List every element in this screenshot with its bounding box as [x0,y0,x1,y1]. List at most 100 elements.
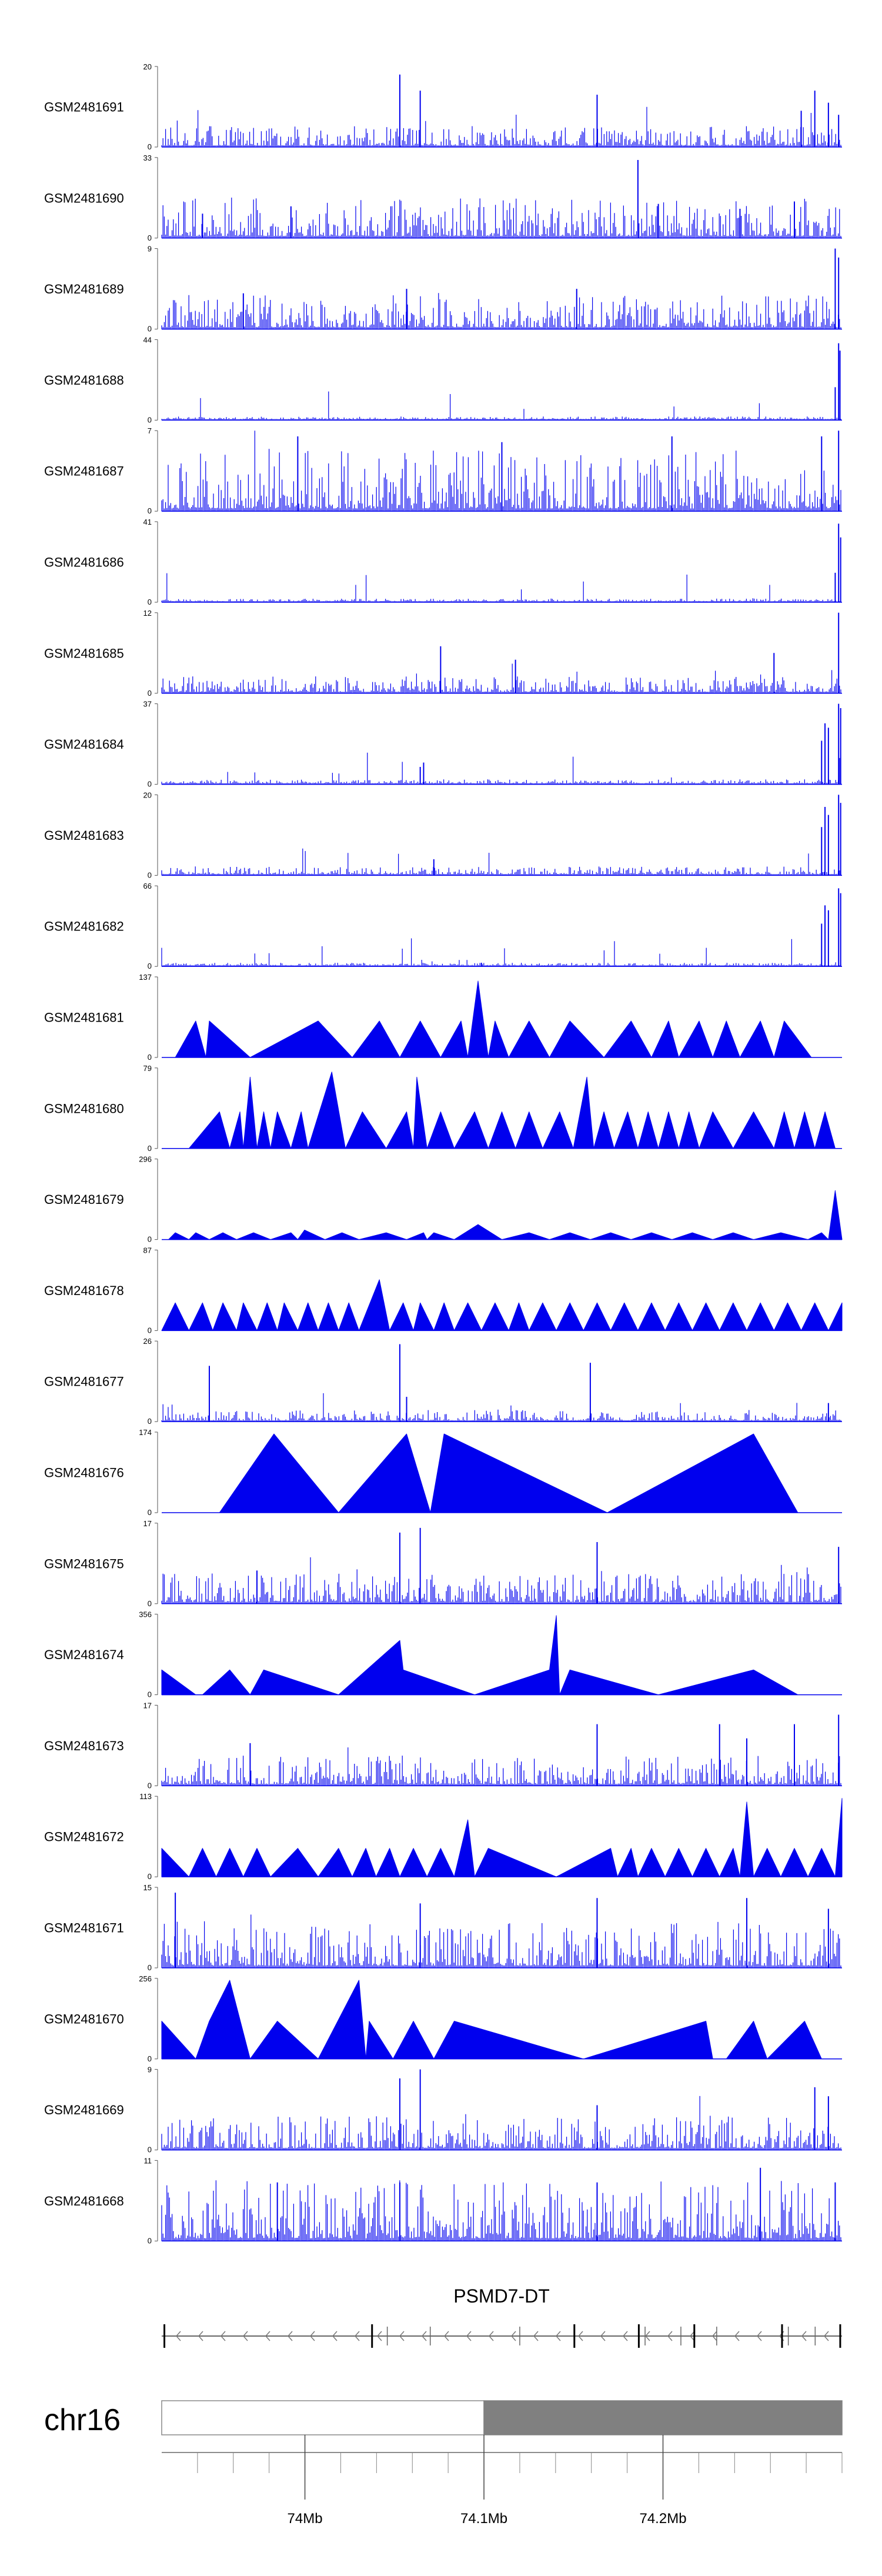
strand-arrow [824,2331,829,2341]
strand-arrow [511,2331,516,2341]
strand-arrow [734,2331,740,2341]
y-axis-min-label: 0 [148,1872,152,1881]
ideogram-band-dark [483,2400,843,2435]
coverage-area [175,980,812,1058]
coverage-track: GSM2481682 66 0 [44,882,842,970]
y-axis-min-label: 0 [148,1690,152,1699]
coverage-signal [161,1747,841,1786]
coverage-track: GSM2481670 256 0 [44,1974,842,2063]
strand-arrow [645,2331,650,2341]
strand-arrow [399,2331,405,2341]
strand-arrow [466,2331,472,2341]
coverage-area [161,1980,822,2060]
y-axis-min-label: 0 [148,598,152,606]
strand-arrow [332,2331,338,2341]
y-axis-max-label: 9 [148,245,152,253]
coverage-signal [161,1393,841,1422]
coverage-track: GSM2481689 9 0 [44,245,842,333]
coverage-track: GSM2481677 26 0 [44,1337,842,1426]
strand-arrow [600,2331,606,2341]
y-axis-min-label: 0 [148,1144,152,1153]
track-sample-label: GSM2481674 [44,1647,124,1662]
y-axis-max-label: 44 [143,335,152,344]
y-axis-min-label: 0 [148,415,152,424]
track-sample-label: GSM2481687 [44,464,124,479]
coverage-track: GSM2481673 17 0 [44,1701,842,1790]
strand-arrow [623,2331,628,2341]
y-axis-min-label: 0 [148,506,152,515]
coverage-area [161,1279,843,1331]
y-axis-min-label: 0 [148,233,152,242]
y-axis-max-label: 79 [143,1064,152,1073]
strand-arrow [310,2331,315,2341]
y-axis-max-label: 174 [139,1428,152,1437]
coverage-signal [161,431,841,512]
y-axis-min-label: 0 [148,1599,152,1608]
y-axis-min-label: 0 [148,2236,152,2245]
strand-arrow [220,2331,226,2341]
track-sample-label: GSM2481681 [44,1010,124,1025]
strand-arrow [198,2331,203,2341]
strand-arrow [712,2331,717,2341]
coordinate-tick-label: 74.2Mb [639,2511,686,2527]
strand-arrow [265,2331,270,2341]
coverage-track: GSM2481683 20 0 [44,790,842,879]
y-axis-min-label: 0 [148,1326,152,1334]
y-axis-min-label: 0 [148,780,152,789]
y-axis-min-label: 0 [148,1053,152,1062]
coordinate-tick-label: 74.1Mb [460,2511,507,2527]
strand-arrow [243,2331,248,2341]
coverage-signal [161,198,841,238]
y-axis-max-label: 66 [143,882,152,890]
coverage-track: GSM2481680 79 0 [44,1064,842,1153]
track-sample-label: GSM2481673 [44,1739,124,1753]
y-axis-max-label: 113 [139,1792,152,1801]
y-axis-max-label: 17 [143,1701,152,1710]
track-sample-label: GSM2481682 [44,919,124,934]
coverage-signal [161,848,841,876]
y-axis-max-label: 7 [148,426,152,435]
track-sample-label: GSM2481684 [44,737,124,752]
track-sample-label: GSM2481679 [44,1192,124,1207]
y-axis-min-label: 0 [148,1417,152,1426]
coverage-track: GSM2481674 356 0 [44,1610,842,1699]
strand-arrow [757,2331,762,2341]
gene-track: PSMD7-DT [162,2285,842,2348]
coverage-track: GSM2481668 11 0 [44,2156,842,2245]
coverage-signal [161,293,841,329]
coverage-track: GSM2481686 41 0 [44,518,842,606]
strand-arrow [690,2331,695,2341]
track-sample-label: GSM2481685 [44,646,124,660]
track-sample-label: GSM2481671 [44,1921,124,1936]
coverage-signal [161,106,841,147]
coverage-signal [161,663,841,693]
strand-arrow [176,2331,181,2341]
coverage-track: GSM2481688 44 0 [44,335,842,424]
y-axis-max-label: 296 [139,1155,152,1164]
coverage-track: GSM2481679 296 0 [44,1155,843,1244]
coordinate-tick-label: 74Mb [288,2511,323,2527]
y-axis-max-label: 137 [139,973,152,982]
y-axis-min-label: 0 [148,1781,152,1790]
track-sample-label: GSM2481670 [44,2011,124,2026]
coverage-track: GSM2481678 87 0 [44,1246,843,1334]
ideogram-band-light [161,2400,485,2435]
track-sample-label: GSM2481676 [44,1466,124,1480]
coverage-signal [161,2180,841,2241]
ideogram-track: chr16 74Mb 74.1Mb 74.2Mb [44,2400,843,2527]
y-axis-max-label: 15 [143,1883,152,1892]
track-sample-label: GSM2481675 [44,1556,124,1571]
strand-arrow [578,2331,583,2341]
strand-arrow [377,2331,382,2341]
coverage-track: GSM2481669 9 0 [44,2066,842,2154]
y-axis-max-label: 9 [148,2066,152,2074]
coverage-track: GSM2481676 174 0 [44,1428,842,1517]
coverage-track: GSM2481690 33 0 [44,154,842,242]
coverage-signal [161,573,841,602]
y-axis-max-label: 41 [143,518,152,526]
coverage-signal [161,391,841,421]
strand-arrow [444,2331,449,2341]
track-sample-label: GSM2481689 [44,282,124,296]
track-sample-label: GSM2481683 [44,828,124,843]
